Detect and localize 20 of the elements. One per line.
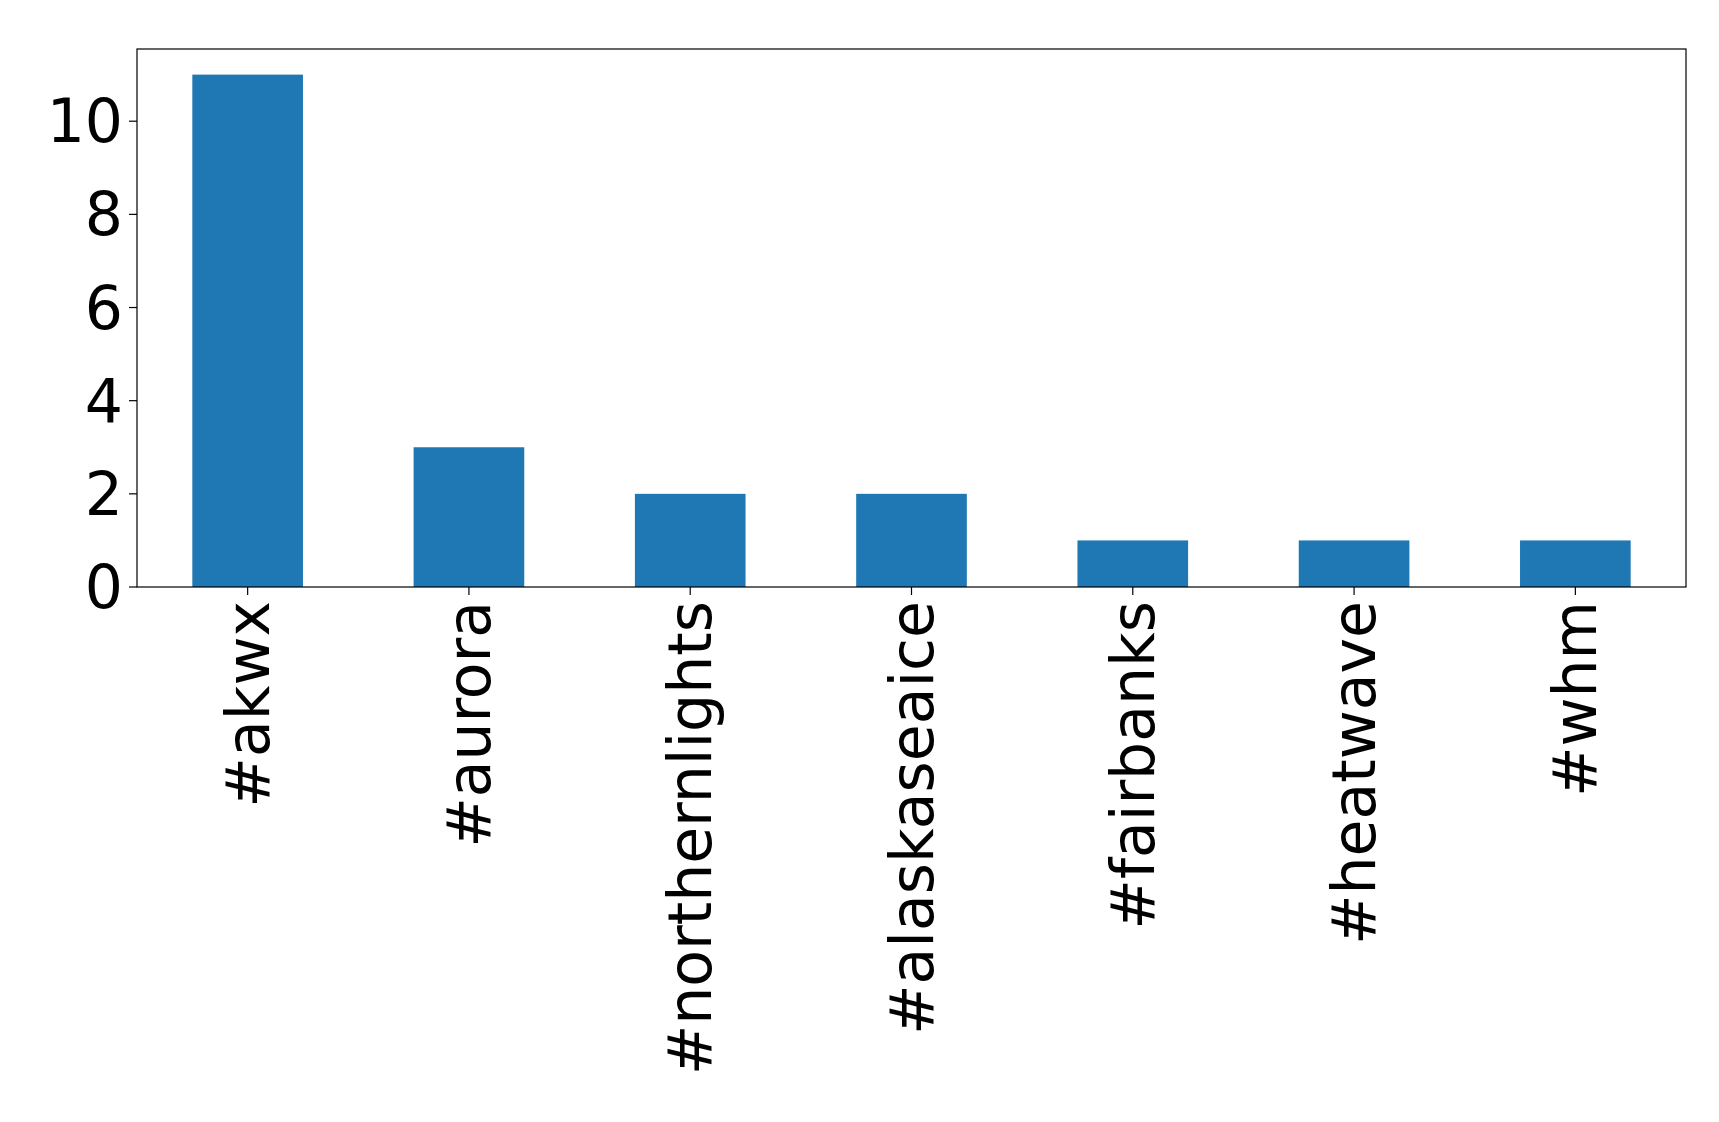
bar (413, 447, 525, 587)
y-tick-label: 4 (84, 365, 123, 436)
bar (634, 493, 746, 587)
y-tick-label: 10 (46, 86, 123, 157)
y-tick-label: 8 (84, 179, 123, 250)
y-tick-label: 2 (84, 458, 123, 529)
x-tick-label: #whm (1540, 601, 1611, 797)
x-tick-label: #akwx (212, 601, 283, 808)
bar (856, 493, 967, 587)
bar (1298, 540, 1410, 587)
bar (1520, 540, 1631, 587)
bar (1077, 540, 1189, 587)
x-tick-label: #alaskaseaice (876, 601, 947, 1035)
y-tick-label: 0 (84, 552, 123, 622)
x-tick-label: #heatwave (1319, 601, 1390, 945)
x-tick-label: #fairbanks (1097, 601, 1168, 930)
bar (192, 74, 303, 587)
x-tick-label: #northernlights (655, 601, 726, 1076)
y-tick-label: 6 (84, 272, 123, 343)
x-tick-label: #aurora (433, 601, 504, 848)
